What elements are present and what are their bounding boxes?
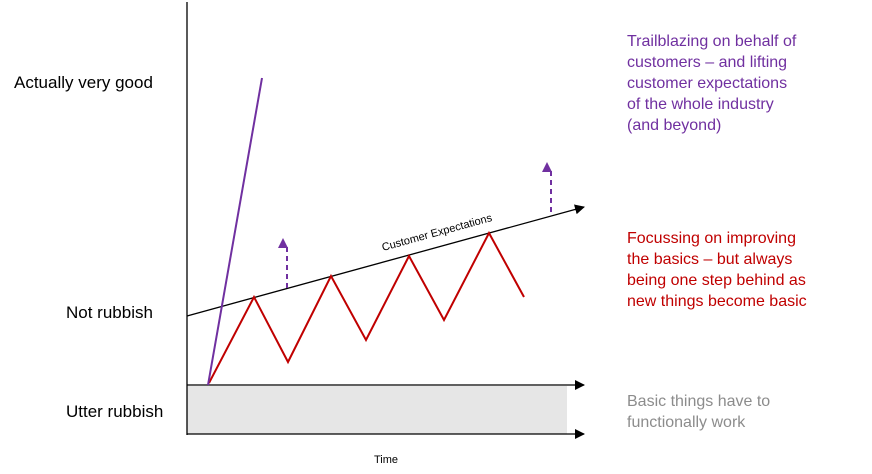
- trailblazing-line: [207, 77, 263, 386]
- level-label-bottom: Utter rubbish: [66, 402, 164, 421]
- basics-band: [187, 386, 567, 434]
- basic-things-annotation: Basic things have to functionally work: [627, 393, 771, 431]
- trailblazing-annotation: Trailblazing on behalf of customers – an…: [627, 33, 797, 134]
- customer-expectations-line: [186, 204, 585, 317]
- level-label-middle: Not rubbish: [66, 303, 153, 322]
- level-label-top: Actually very good: [14, 73, 153, 92]
- improving-basics-zigzag: [208, 230, 525, 384]
- x-axis-label: Time: [374, 454, 398, 466]
- focussing-annotation: Focussing on improving the basics – but …: [627, 230, 807, 310]
